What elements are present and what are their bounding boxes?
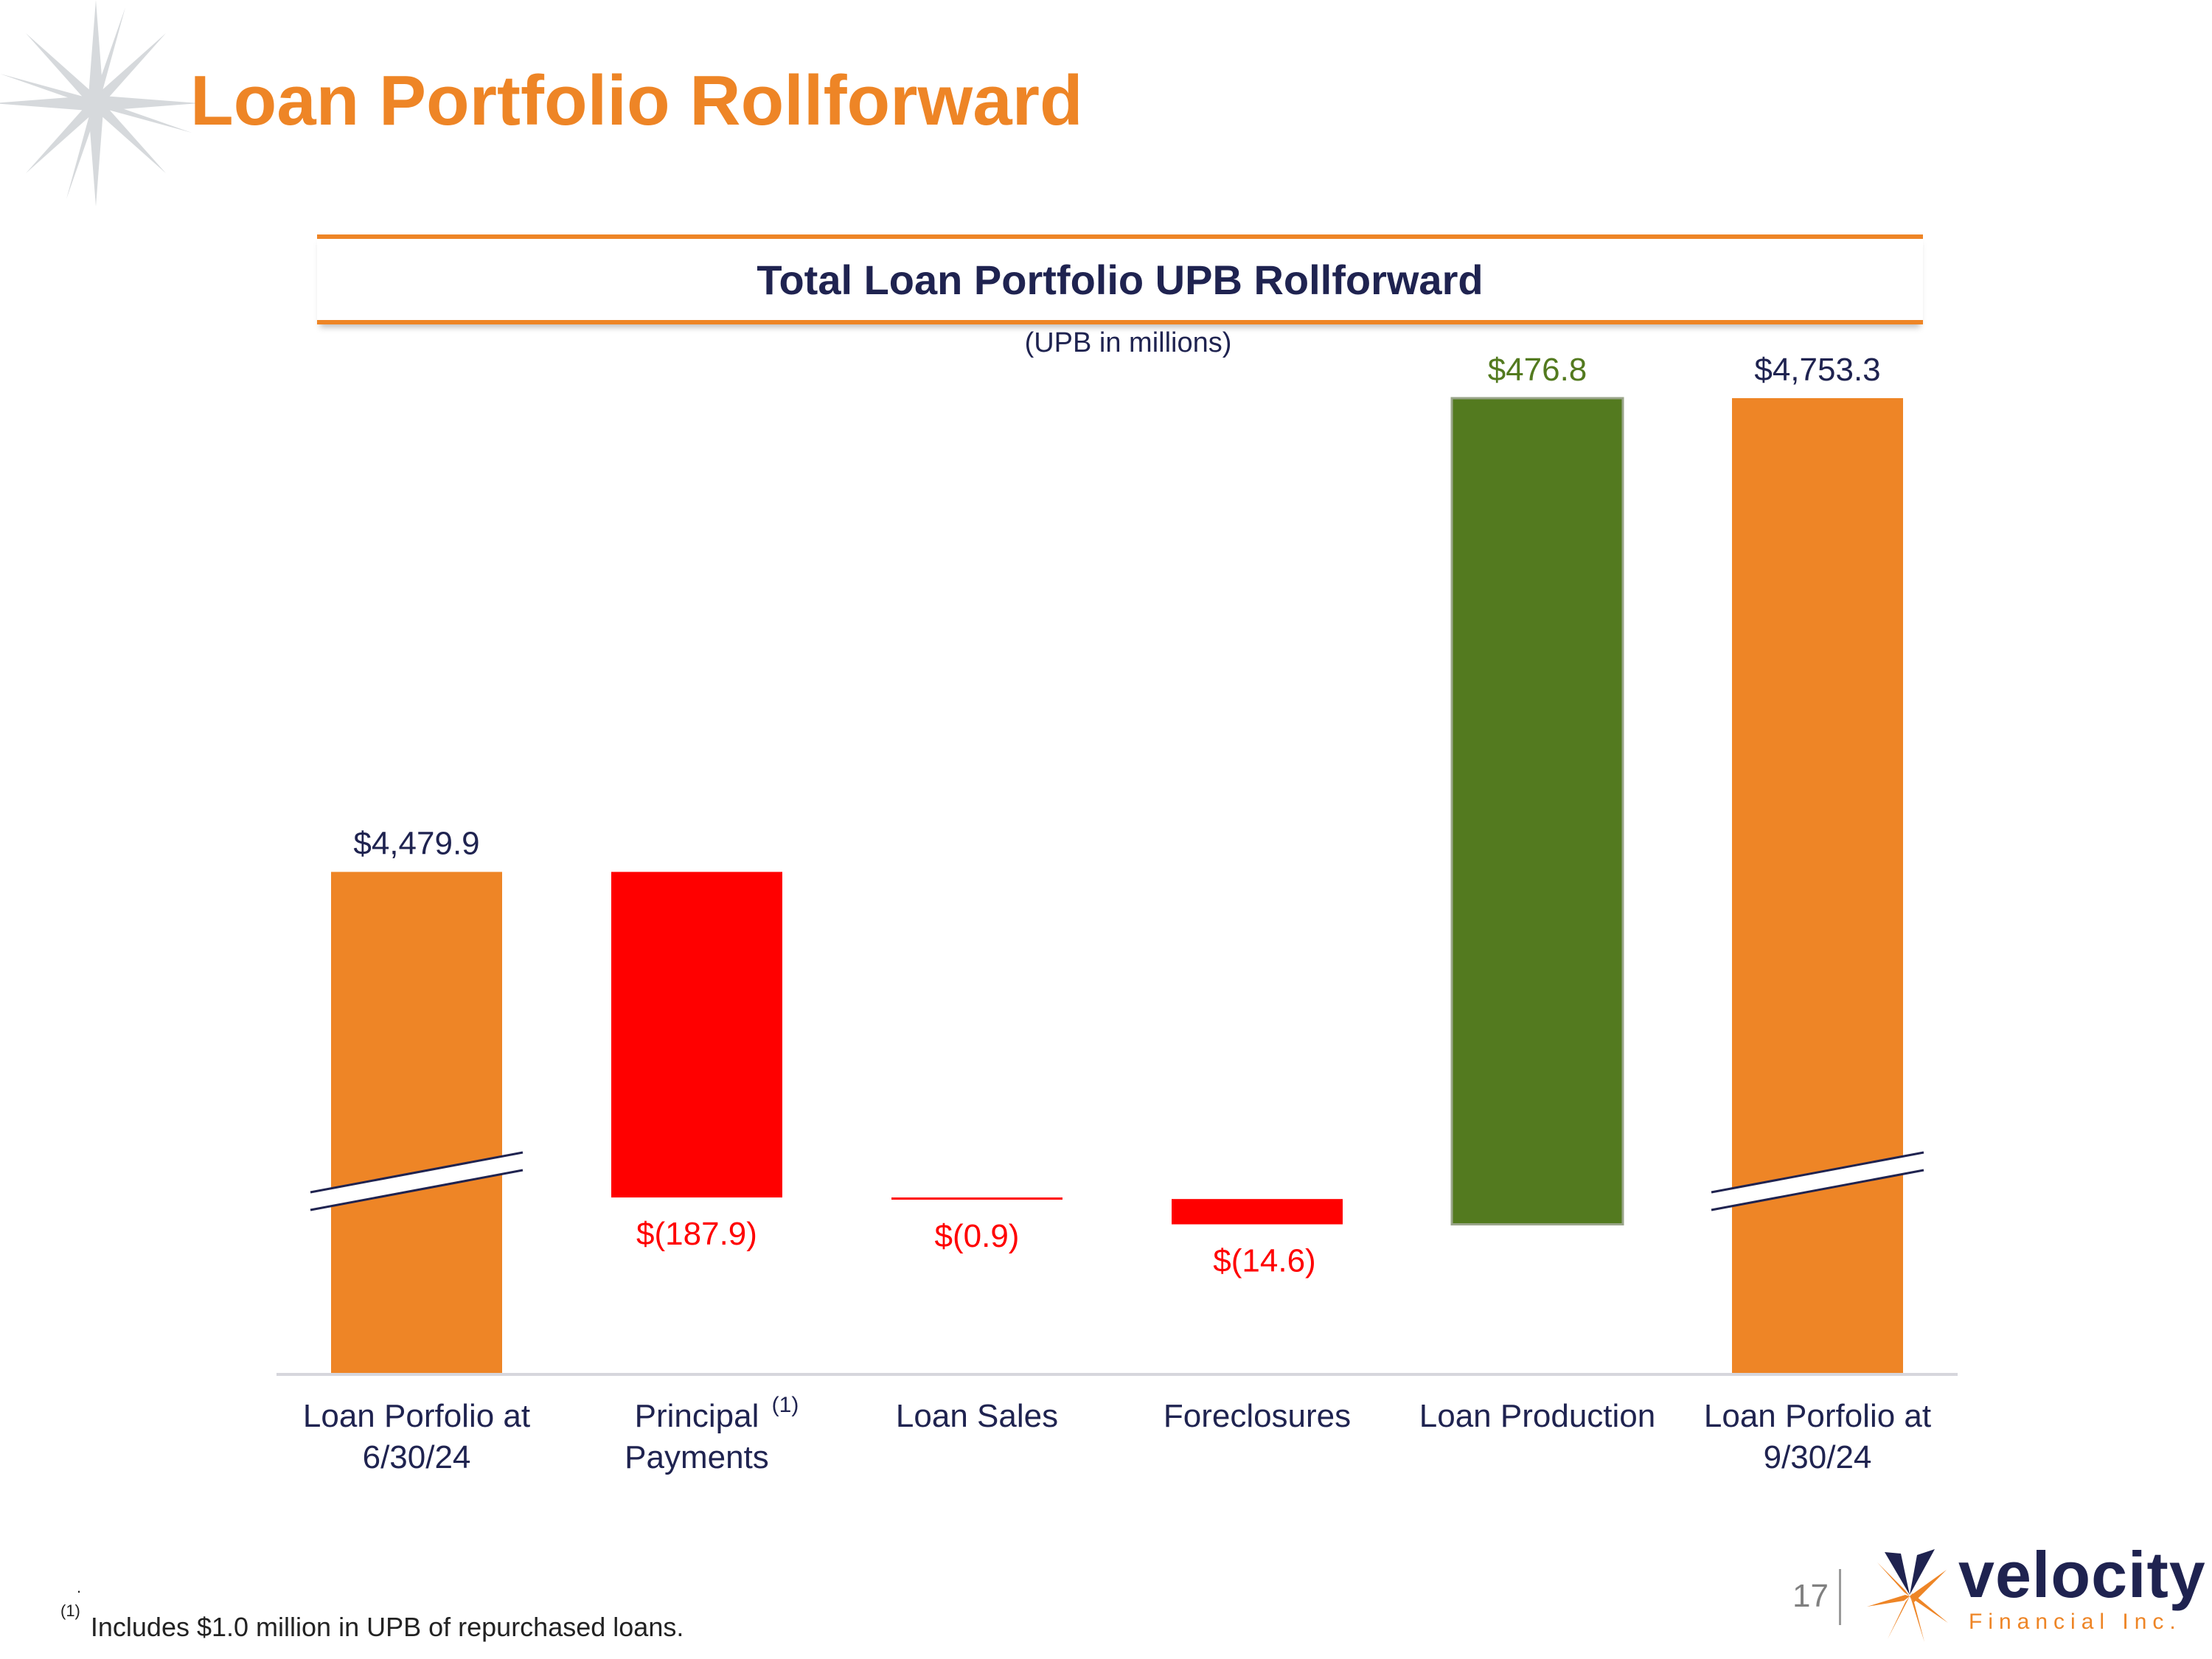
value-label-1: $(187.9) [636,1216,757,1252]
bar-0 [331,872,502,1373]
category-label-5-0: Loan Porfolio at [1704,1398,1931,1434]
velocity-logo: velocity Financial Inc. [1858,1538,2205,1648]
page-title: Loan Portfolio Rollforward [190,61,1083,140]
velocity-logo-icon [1867,1549,1948,1642]
axis-break-gap-5 [1711,1152,1924,1210]
category-label-1-1: Payments [625,1439,769,1475]
footnote: (1) Includes $1.0 million in UPB of repur… [60,1601,684,1643]
category-label-0-1: 6/30/24 [363,1439,471,1475]
bar-4 [1450,397,1624,1225]
chart-title: Total Loan Portfolio UPB Rollforward [757,256,1484,303]
value-label-0: $4,479.9 [353,825,479,861]
axis-break-gap-0 [310,1152,523,1210]
starburst-icon [0,0,199,206]
bar-3 [1172,1199,1343,1225]
value-label-4: $476.8 [1488,352,1587,388]
axis-break-line-5-0 [1711,1151,1924,1194]
footnote-dot: . [77,1578,82,1596]
footnote-text: Includes $1.0 million in UPB of repurcha… [90,1612,684,1642]
value-label-2: $(0.9) [935,1218,1020,1254]
category-label-5-1: 9/30/24 [1764,1439,1872,1475]
value-label-3: $(14.6) [1213,1242,1315,1279]
category-footnote-1: (1) [772,1393,799,1417]
brand-subtitle: Financial Inc. [1969,1610,2182,1634]
category-label-0-0: Loan Porfolio at [303,1398,530,1434]
chart-subtitle: (UPB in millions) [1024,327,1232,358]
axis-break-0 [310,1151,524,1211]
axis-break-line-0-1 [310,1169,524,1211]
bar-1 [611,872,782,1198]
axis-break-5 [1711,1151,1924,1211]
brand-name: velocity [1958,1538,2206,1611]
footnote-marker: (1) [60,1601,80,1620]
page-number: 17 [1792,1578,1829,1614]
axis-break-line-5-1 [1711,1169,1924,1211]
chart-header-band: Total Loan Portfolio UPB Rollforward [317,234,1923,324]
bar-5 [1732,398,1903,1373]
axis-break-line-0-0 [310,1151,524,1194]
bar-2 [891,1197,1062,1200]
category-label-4-0: Loan Production [1419,1398,1655,1434]
category-label-2-0: Loan Sales [896,1398,1058,1434]
category-label-3-0: Foreclosures [1164,1398,1351,1434]
page-number-divider [1839,1569,1841,1625]
category-label-1-0: Principal [635,1398,759,1434]
value-label-5: $4,753.3 [1754,352,1880,388]
